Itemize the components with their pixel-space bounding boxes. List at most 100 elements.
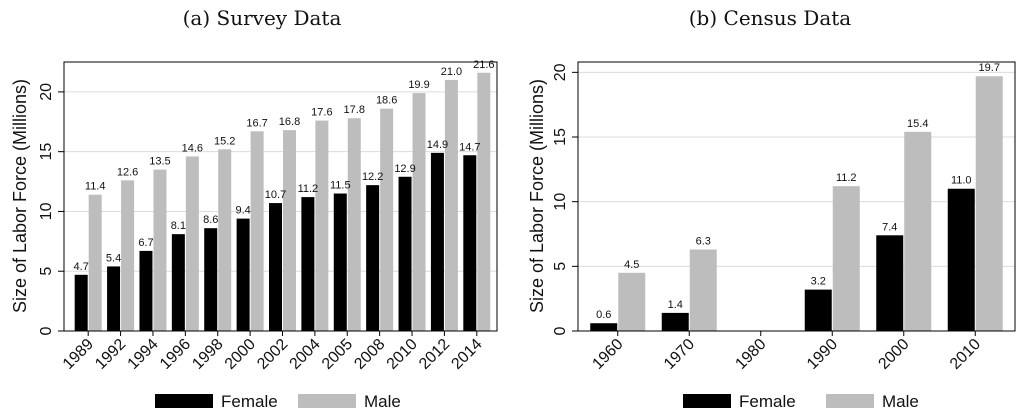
x-tick-label: 1970 [661, 336, 698, 373]
bar-male [153, 169, 167, 331]
y-tick-label: 20 [552, 63, 569, 81]
bar-male [218, 149, 232, 331]
bar-female [171, 234, 185, 331]
bar-male [412, 93, 426, 331]
bar-female [74, 274, 88, 331]
bar-male [250, 131, 264, 331]
bar-female [398, 176, 412, 331]
x-tick-label: 2004 [287, 336, 324, 373]
x-tick-label: 1994 [125, 336, 162, 373]
data-label-male: 21.0 [441, 66, 462, 78]
bar-female [804, 289, 832, 331]
data-label-male: 6.3 [696, 236, 711, 248]
bar-male [380, 108, 394, 331]
bar-male [477, 72, 491, 331]
y-tick-label: 20 [38, 83, 55, 101]
bar-female [204, 228, 218, 331]
data-label-male: 14.6 [182, 142, 203, 154]
panel-b-legend: Female Male [683, 392, 919, 411]
data-label-female: 5.4 [106, 252, 121, 264]
data-label-female: 4.7 [74, 261, 89, 273]
bar-male [315, 120, 329, 332]
data-label-female: 12.9 [394, 163, 415, 175]
legend-label-male: Male [364, 392, 401, 411]
data-label-male: 19.9 [408, 79, 429, 91]
data-label-female: 8.6 [203, 214, 218, 226]
bar-female [139, 250, 153, 331]
y-tick-label: 15 [38, 143, 55, 161]
y-tick-label: 10 [552, 193, 569, 211]
data-label-male: 19.7 [979, 62, 1000, 74]
data-label-male: 13.5 [149, 156, 170, 168]
bar-female [947, 188, 975, 331]
legend-swatch-female [683, 394, 731, 408]
legend-swatch-female [155, 394, 213, 408]
x-tick-label: 2000 [875, 336, 912, 373]
y-tick-label: 15 [552, 128, 569, 146]
panel-a-plot-frame [63, 61, 498, 332]
data-label-female: 9.4 [235, 205, 250, 217]
y-tick-label: 0 [552, 326, 569, 335]
bar-male [618, 272, 646, 331]
data-label-male: 11.4 [85, 181, 106, 193]
bar-female [430, 152, 444, 331]
data-label-male: 11.2 [836, 172, 857, 184]
data-label-male: 17.6 [311, 107, 332, 119]
bar-male [121, 180, 135, 331]
data-label-male: 15.2 [214, 135, 235, 147]
x-tick-label: 2008 [351, 336, 388, 373]
panel-survey: (a) Survey Data Size of Labor Force (Mil… [10, 6, 498, 411]
x-tick-label: 1996 [157, 336, 194, 373]
x-tick-label: 1990 [804, 336, 841, 373]
data-label-male: 17.8 [344, 104, 365, 116]
x-tick-label: 2012 [416, 336, 453, 373]
bar-male [347, 118, 361, 332]
data-label-female: 12.2 [362, 171, 383, 183]
panel-census: (b) Census Data Size of Labor Force (Mil… [527, 6, 1016, 411]
bar-male [283, 130, 296, 331]
legend-label-male: Male [882, 392, 919, 411]
bar-female [301, 197, 315, 331]
data-label-female: 11.5 [330, 180, 351, 192]
legend-label-female: Female [739, 392, 796, 411]
data-label-male: 12.6 [117, 166, 138, 178]
bar-female [236, 218, 250, 331]
bar-female [366, 185, 380, 331]
panel-a-title: (a) Survey Data [183, 6, 342, 30]
bar-female [661, 312, 689, 331]
data-label-female: 6.7 [138, 237, 153, 249]
data-label-male: 4.5 [624, 259, 639, 271]
bar-female [876, 235, 904, 331]
panel-a-legend: Female Male [155, 392, 401, 411]
data-label-female: 3.2 [811, 276, 826, 288]
data-label-male: 16.7 [246, 117, 267, 129]
data-label-female: 1.4 [668, 299, 683, 311]
data-label-female: 14.9 [427, 139, 448, 151]
bar-female [269, 203, 282, 331]
x-tick-label: 2005 [319, 336, 356, 373]
bar-male [904, 131, 932, 331]
y-tick-label: 10 [38, 202, 55, 220]
bar-female [333, 193, 347, 331]
panel-b-plot-frame [577, 61, 1016, 332]
data-label-male: 15.4 [907, 118, 928, 130]
x-tick-label: 2014 [448, 336, 485, 373]
x-tick-label: 1992 [92, 336, 129, 373]
x-tick-label: 1989 [60, 336, 97, 373]
x-tick-label: 2010 [947, 336, 984, 373]
data-label-female: 7.4 [882, 221, 897, 233]
x-tick-label: 1980 [732, 336, 769, 373]
bar-female [590, 323, 618, 331]
bar-male [975, 76, 1003, 332]
y-tick-label: 5 [38, 267, 55, 276]
legend-swatch-male [298, 394, 356, 408]
x-tick-label: 2000 [222, 336, 259, 373]
data-label-female: 14.7 [459, 141, 480, 153]
legend-swatch-male [826, 394, 874, 408]
bar-male [689, 249, 717, 331]
data-label-male: 18.6 [376, 95, 397, 107]
data-label-female: 11.0 [951, 175, 972, 187]
bar-female [463, 155, 477, 331]
data-label-male: 21.6 [473, 59, 494, 71]
panel-b-ylabel: Size of Labor Force (Millions) [527, 79, 547, 313]
